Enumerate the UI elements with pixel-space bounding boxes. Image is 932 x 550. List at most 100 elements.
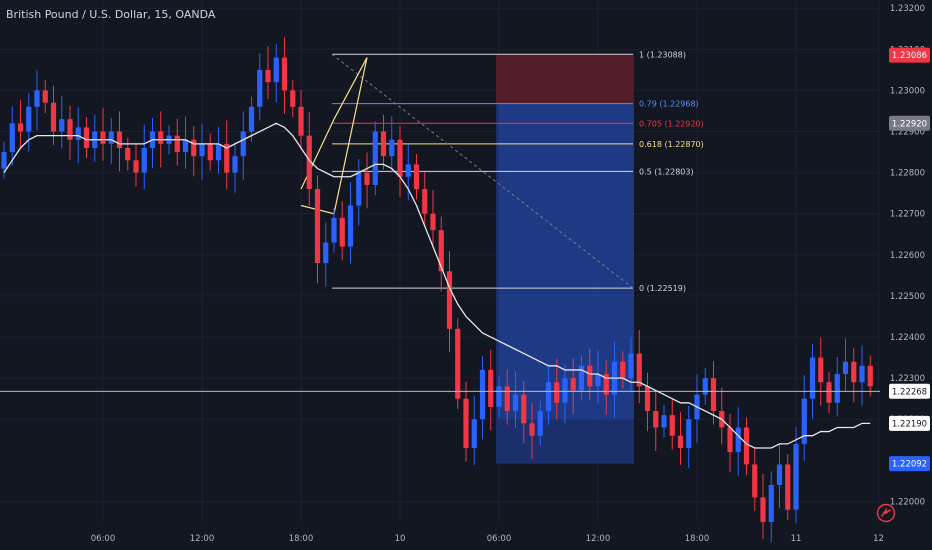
candle-body	[216, 144, 221, 160]
candle-body	[26, 107, 31, 132]
candle-body	[785, 464, 790, 509]
fib-level-label: 0.5 (1.22803)	[639, 167, 694, 176]
fib-level-label: 1 (1.23088)	[639, 50, 686, 59]
price-tag-label: 1.22920	[892, 119, 927, 129]
candle-body	[43, 90, 48, 102]
candle-body	[620, 362, 625, 378]
candle-body	[480, 370, 485, 419]
y-axis-tick-label: 1.22500	[890, 292, 925, 302]
candle-body	[67, 119, 72, 140]
x-axis-tick-label: 12:00	[586, 534, 611, 544]
candle-body	[249, 107, 254, 132]
candle-body	[348, 206, 353, 247]
candle-body	[463, 399, 468, 448]
y-axis-tick-label: 1.23200	[890, 4, 925, 14]
price-tag-label: 1.23086	[892, 51, 927, 61]
candle-body	[257, 70, 262, 107]
candle-body	[496, 386, 501, 407]
candle-body	[752, 464, 757, 497]
candle-body	[595, 374, 600, 386]
candle-body	[183, 140, 188, 152]
candle-body	[769, 485, 774, 522]
candle-body	[653, 411, 658, 427]
candle-body	[818, 358, 823, 383]
candle-body	[414, 164, 419, 189]
candle-body	[59, 119, 64, 131]
candle-body	[810, 358, 815, 399]
candle-body	[117, 132, 122, 148]
candle-body	[703, 378, 708, 394]
candle-body	[158, 132, 163, 144]
candle-body	[447, 271, 452, 329]
candle-body	[340, 218, 345, 247]
x-axis-tick-label: 12:00	[190, 534, 215, 544]
candle-body	[529, 423, 534, 435]
candle-body	[18, 123, 23, 131]
price-tag-label: 1.22190	[892, 419, 927, 429]
candle-body	[232, 156, 237, 172]
candle-body	[406, 164, 411, 176]
candle-body	[571, 378, 576, 390]
candle-body	[868, 366, 873, 387]
candle-body	[835, 374, 840, 403]
position-stop-zone	[496, 54, 634, 103]
candle-body	[455, 329, 460, 399]
candle-body	[661, 415, 666, 427]
candle-body	[628, 353, 633, 378]
candle-body	[538, 411, 543, 436]
candle-body	[315, 189, 320, 263]
candle-body	[364, 173, 369, 185]
candle-body	[76, 127, 81, 139]
candle-body	[645, 386, 650, 411]
candle-body	[133, 160, 138, 172]
candle-body	[439, 230, 444, 271]
fib-level-label: 0.705 (1.22920)	[639, 119, 704, 128]
candle-body	[587, 366, 592, 387]
candle-body	[670, 415, 675, 436]
fib-level-label: 0.79 (1.22968)	[639, 100, 699, 109]
candle-body	[736, 427, 741, 452]
y-axis-tick-label: 1.22700	[890, 210, 925, 220]
candle-body	[51, 103, 56, 132]
candle-body	[282, 58, 287, 91]
fib-level-label: 0 (1.22519)	[639, 284, 686, 293]
candle-body	[554, 382, 559, 403]
candle-body	[125, 148, 130, 160]
candle-body	[397, 140, 402, 177]
y-axis-tick-label: 1.22800	[890, 169, 925, 179]
candle-body	[488, 370, 493, 407]
candle-body	[859, 366, 864, 382]
candle-body	[851, 362, 856, 383]
x-axis-tick-label: 18:00	[289, 534, 314, 544]
candle-body	[430, 214, 435, 230]
candle-body	[142, 148, 147, 173]
x-axis-tick-label: 12	[873, 534, 884, 544]
candle-body	[100, 132, 105, 144]
candle-body	[109, 132, 114, 144]
candle-body	[1, 152, 6, 168]
fib-level-label: 0.618 (1.22870)	[639, 140, 704, 149]
candle-body	[241, 132, 246, 157]
candle-body	[175, 136, 180, 152]
candle-body	[546, 382, 551, 411]
x-axis-tick-label: 06:00	[91, 534, 116, 544]
y-axis-tick-label: 1.22300	[890, 374, 925, 384]
x-axis-tick-label: 18:00	[685, 534, 710, 544]
candle-body	[274, 58, 279, 83]
candle-body	[199, 144, 204, 156]
candle-body	[356, 173, 361, 206]
candle-body	[843, 362, 848, 374]
y-axis-tick-label: 1.22400	[890, 333, 925, 343]
candle-body	[826, 382, 831, 403]
candle-body	[777, 464, 782, 485]
tradingview-logo-icon[interactable]	[876, 503, 896, 523]
candle-body	[84, 127, 89, 148]
candle-body	[10, 123, 15, 152]
candle-body	[637, 353, 642, 386]
candle-body	[191, 140, 196, 156]
candle-body	[505, 386, 510, 411]
x-axis-tick-label: 11	[791, 534, 802, 544]
